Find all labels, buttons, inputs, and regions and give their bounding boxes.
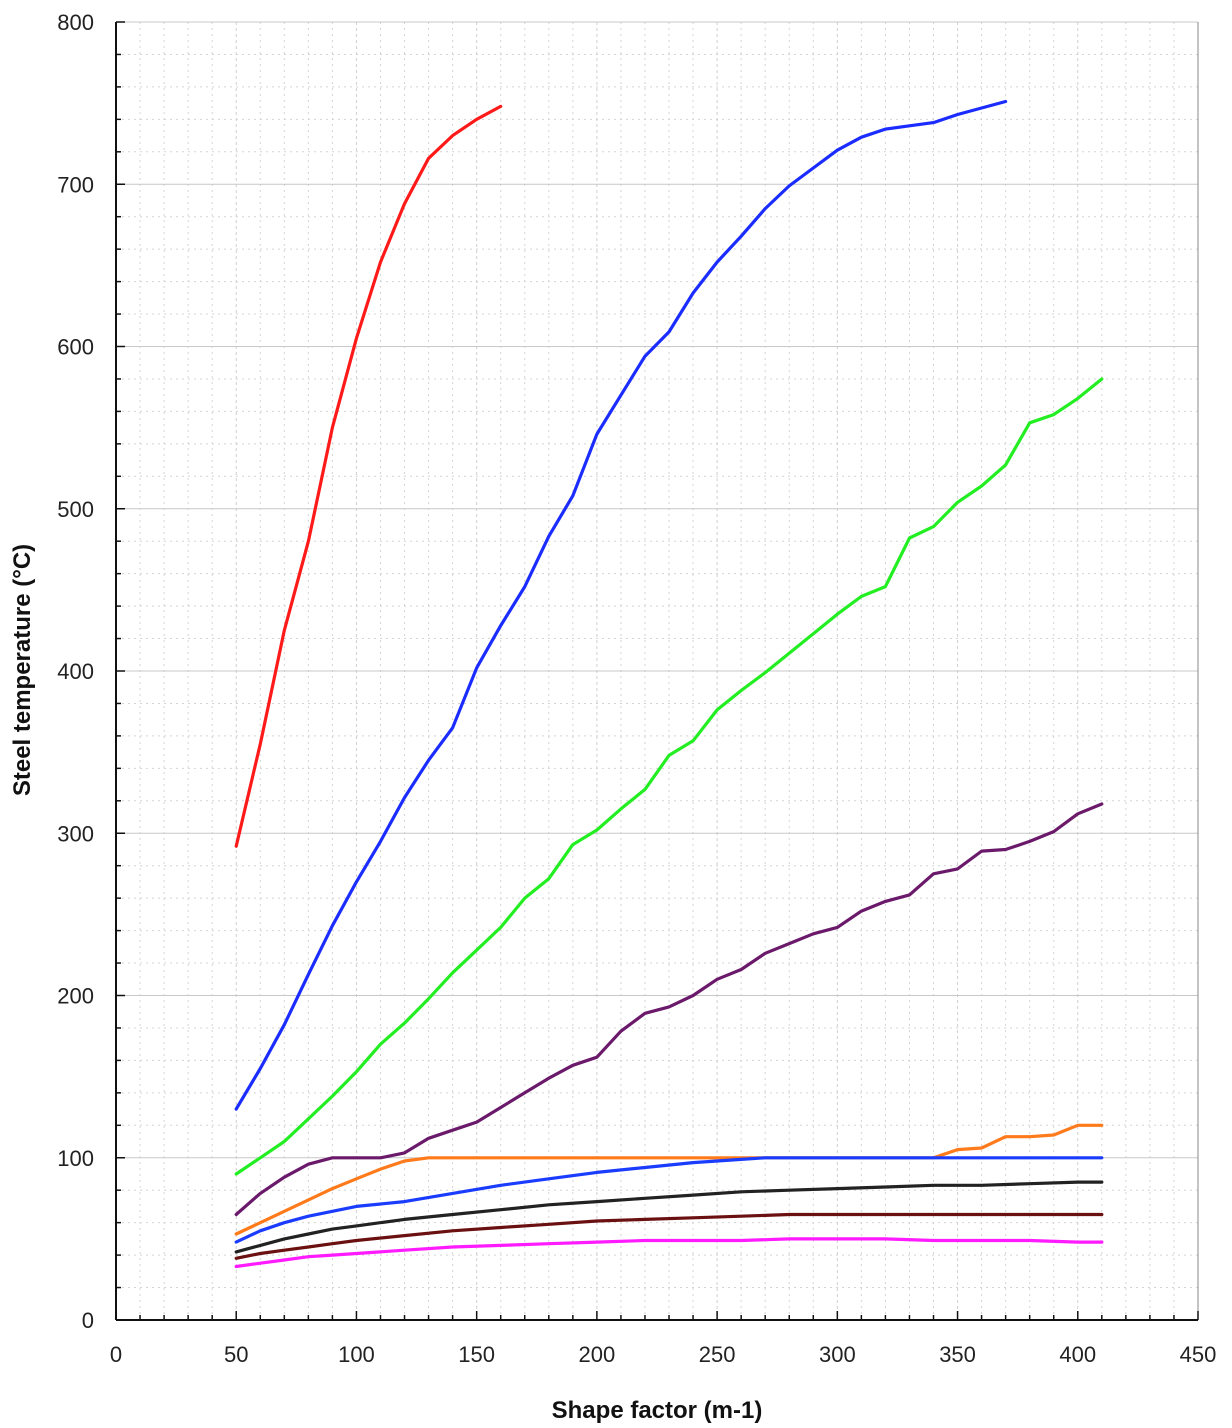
x-axis-title: Shape factor (m-1) [552,1397,763,1424]
axes [115,21,1199,1321]
x-tick-label: 50 [224,1342,248,1367]
tick-labels: 0 50 100 150 200 250 300 350 400 450 0 100 200 300 400… [57,10,1216,1367]
y-tick-label: 100 [57,1146,94,1171]
x-tick-label: 400 [1059,1342,1096,1367]
series-line-2 [234,99,1008,1111]
y-tick-label: 200 [57,984,94,1009]
series-line-1 [234,104,503,848]
y-tick-label: 500 [57,497,94,522]
y-axis-title: Steel temperature (°C) [9,544,36,796]
x-tick-label: 100 [338,1342,375,1367]
y-tick-label: 300 [57,821,94,846]
series-line-6 [234,1156,1104,1244]
y-tick-label: 600 [57,335,94,360]
x-tick-label: 0 [110,1342,122,1367]
series-line-3 [234,377,1104,1176]
series-line-4 [234,802,1104,1217]
x-tick-label: 200 [579,1342,616,1367]
grid-lines [116,21,1199,1320]
series-line-5 [234,1123,1104,1236]
data-series [234,99,1104,1269]
x-tick-label: 300 [819,1342,856,1367]
series-line-8 [234,1212,1104,1260]
x-tick-label: 250 [699,1342,736,1367]
x-tick-label: 150 [458,1342,495,1367]
y-tick-label: 800 [57,10,94,35]
series-line-7 [234,1180,1104,1254]
y-tick-label: 400 [57,659,94,684]
x-tick-label: 450 [1180,1342,1217,1367]
x-tick-label: 350 [939,1342,976,1367]
series-line-9 [234,1237,1104,1269]
y-tick-label: 700 [57,172,94,197]
y-tick-label: 0 [82,1308,94,1333]
